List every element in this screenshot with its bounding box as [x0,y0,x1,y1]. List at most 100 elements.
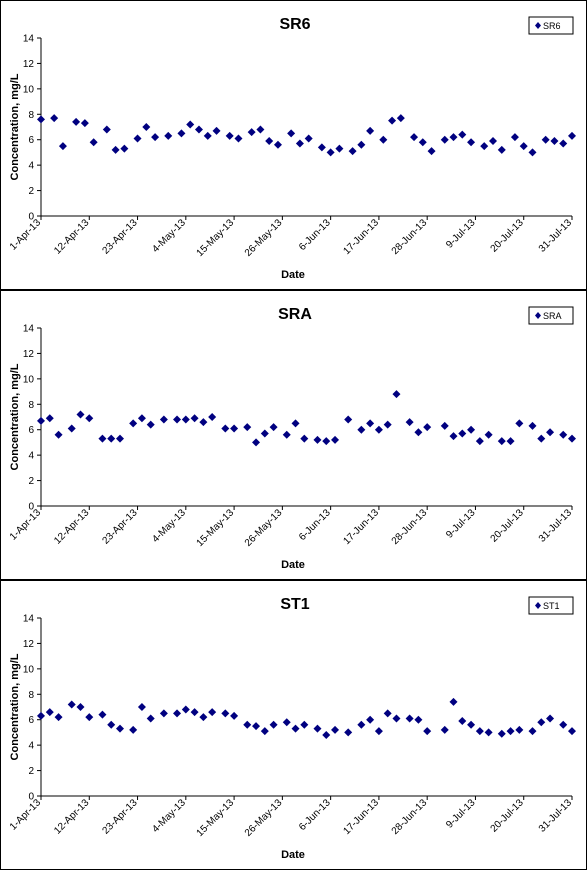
data-point [243,720,252,729]
data-point [300,720,309,729]
x-tick-label: 4-May-13 [150,217,188,255]
data-point [317,143,326,152]
data-point [269,423,278,432]
x-tick-label: 12-Apr-13 [52,217,92,257]
data-point [449,133,458,142]
data-point [67,424,76,433]
x-tick-label: 15-May-13 [195,217,237,259]
chart-title: ST1 [280,596,309,613]
y-tick-label: 10 [23,664,35,675]
data-point [120,144,129,153]
data-point [80,119,89,128]
data-point [396,114,405,123]
x-tick-label: 6-Jun-13 [297,217,333,253]
data-point [230,711,239,720]
data-point [568,131,576,140]
data-point [449,697,458,706]
data-point [510,133,519,142]
data-point [366,715,375,724]
x-tick-label: 9-Jul-13 [444,507,478,541]
y-axis-label: Concentration, mg/L [9,363,21,470]
data-point [357,140,366,149]
data-point [190,708,199,717]
data-point [212,126,221,135]
y-tick-label: 0 [28,212,34,223]
data-point [129,419,138,428]
data-point [357,425,366,434]
y-tick-label: 4 [28,161,34,172]
x-tick-label: 4-May-13 [150,507,188,545]
data-point [423,423,432,432]
chart-sr6: SR6 0 2 4 6 8 10 12 14 1-Apr-13 12-Apr-13 23-Apr-13… [8,16,576,281]
data-point [260,429,269,438]
y-axis-label: Concentration, mg/L [9,73,21,180]
data-point [186,120,195,129]
x-axis-label: Date [281,849,305,861]
data-point [383,420,392,429]
y-tick-label: 14 [23,34,35,45]
data-point [45,414,54,423]
x-tick-label: 23-Apr-13 [100,507,140,547]
data-point [357,720,366,729]
data-point [45,708,54,717]
data-point [414,428,423,437]
legend-marker [535,22,541,29]
data-point [151,133,160,142]
data-point [440,725,449,734]
y-tick-label: 6 [28,425,34,436]
data-point [89,138,98,147]
data-point [392,714,401,723]
x-tick-label: 31-Jul-13 [537,507,575,545]
data-point [58,142,67,151]
data-point [546,714,555,723]
data-point [458,429,467,438]
data-point [265,136,274,145]
y-tick-label: 14 [23,614,35,625]
data-point [37,711,45,720]
data-point [528,148,537,157]
y-tick-label: 8 [28,110,34,121]
chart-panel-st1: ST1 0 2 4 6 8 10 12 14 1-Apr-13 12-Apr-13 23-Apr-13… [0,580,587,870]
data-point [98,434,107,443]
data-point [519,142,528,151]
legend-label: SR6 [543,21,561,31]
x-tick-label: 31-Jul-13 [537,797,575,835]
x-tick-label: 31-Jul-13 [537,217,575,255]
data-point [423,727,432,736]
data-point [107,720,116,729]
data-point [383,709,392,718]
legend-label: ST1 [543,601,560,611]
y-tick-label: 4 [28,451,34,462]
data-point [515,725,524,734]
y-tick-label: 8 [28,400,34,411]
x-tick-label: 20-Jul-13 [489,217,527,255]
data-point [331,725,340,734]
data-point [115,434,124,443]
data-point [506,727,515,736]
y-tick-label: 6 [28,715,34,726]
data-point [528,727,537,736]
x-tick-label: 15-May-13 [195,797,237,839]
x-tick-label: 12-Apr-13 [52,797,92,837]
data-point [458,130,467,139]
data-point [506,437,515,446]
data-point [497,729,506,738]
chart-panel-sra: SRA 0 2 4 6 8 10 12 14 1-Apr-13 12-Apr-13 23-Apr-13… [0,290,587,580]
data-point [173,709,182,718]
y-tick-label: 2 [28,186,34,197]
data-point [273,140,282,149]
data-point [326,148,335,157]
x-tick-label: 4-May-13 [150,797,188,835]
data-point [159,415,168,424]
data-point [221,709,230,718]
x-tick-label: 17-Jun-13 [341,507,381,547]
data-point [295,139,304,148]
data-point [366,126,375,135]
legend-label: SRA [543,311,562,321]
x-tick-label: 17-Jun-13 [341,217,381,257]
x-axis-label: Date [281,559,305,571]
data-point [137,414,146,423]
data-point [374,425,383,434]
x-tick-label: 6-Jun-13 [297,797,333,833]
data-point [146,714,155,723]
